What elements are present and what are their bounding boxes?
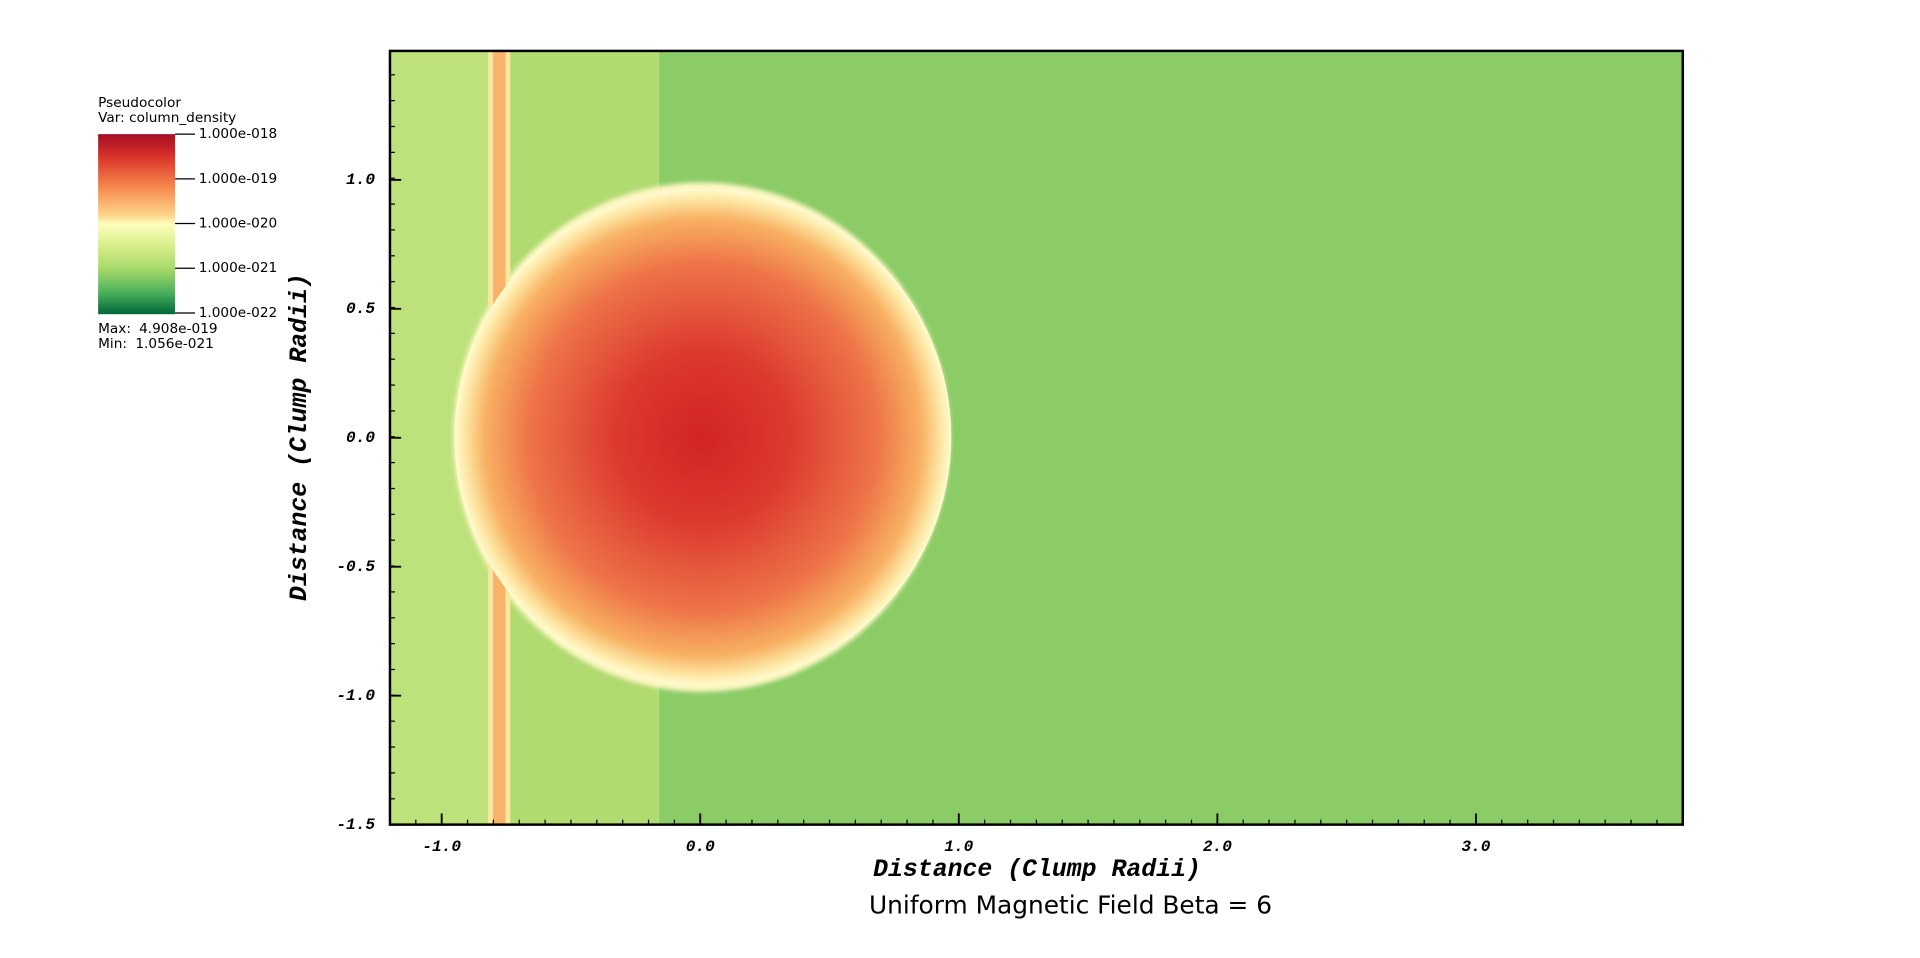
max-label: Max: [98,321,131,337]
min-value: 1.056e-021 [135,336,214,352]
x-tick-label: 1.0 [944,838,973,856]
x-tick-label: 2.0 [1203,838,1232,856]
colorbar [98,134,176,315]
x-axis-title: Distance (Clump Radii) [873,856,1201,884]
colorbar-tick-label: 1.000e-021 [199,260,278,276]
x-tick-label: 0.0 [686,838,715,856]
y-tick-label: 1.0 [346,171,375,189]
pseudocolor-field [389,50,1683,825]
colorbar-tick-label: 1.000e-018 [199,126,278,142]
max-value: 4.908e-019 [139,321,218,337]
colorbar-tick-label: 1.000e-022 [199,305,278,321]
colorbar-tick-label: 1.000e-019 [199,171,278,187]
x-tick-label: 3.0 [1461,838,1490,856]
x-tick-label: -1.0 [422,838,461,856]
legend-variable: Var: column_density [98,110,236,126]
y-tick-label: -0.5 [336,558,375,576]
y-axis-title: Distance (Clump Radii) [286,273,314,601]
y-tick-label: -1.5 [336,816,375,834]
chart-title: Uniform Magnetic Field Beta = 6 [869,891,1272,920]
legend-title: Pseudocolor [98,95,181,111]
y-tick-label: 0.0 [346,429,375,447]
y-tick-label: -1.0 [336,687,375,705]
colorbar-tick-label: 1.000e-020 [199,216,278,232]
min-label: Min: [98,336,127,352]
y-tick-label: 0.5 [346,300,375,318]
